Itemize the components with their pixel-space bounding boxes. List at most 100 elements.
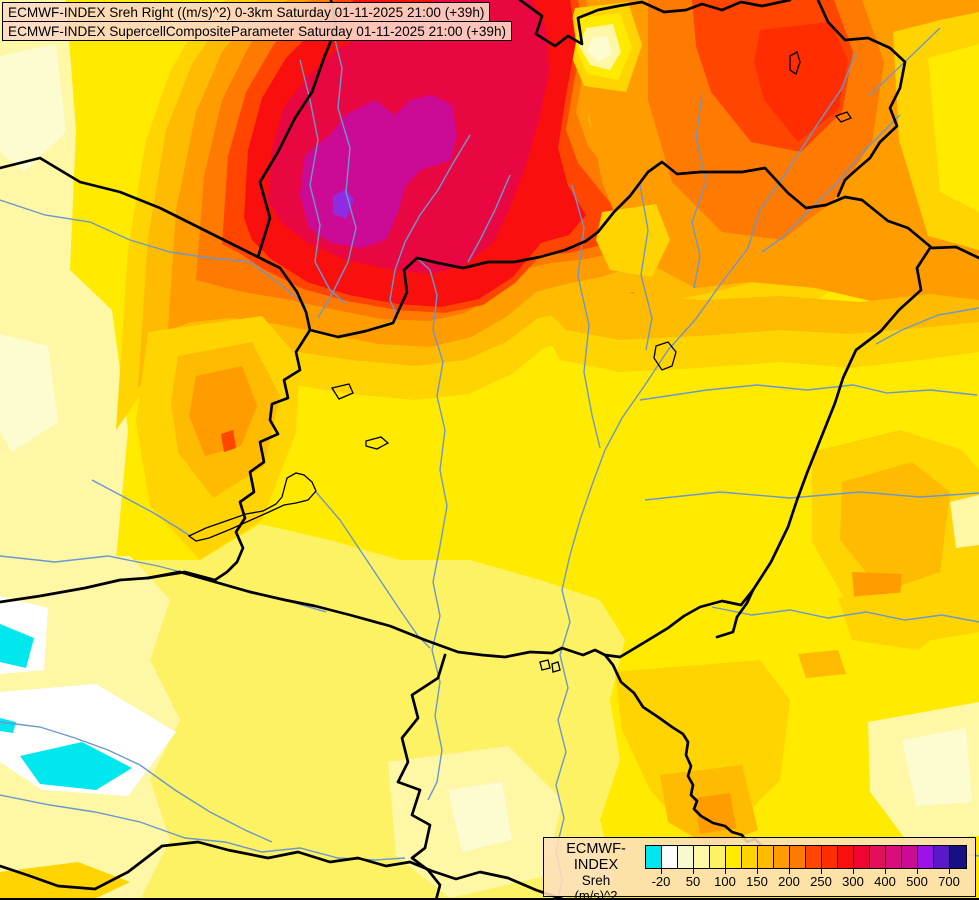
- legend-tick-label: 400: [874, 874, 896, 889]
- lakes: [187, 51, 852, 673]
- contour-band: [0, 862, 130, 900]
- lake-outline: [789, 51, 801, 76]
- legend-color-cell: [710, 846, 726, 868]
- country-border: [715, 246, 932, 639]
- contour-band: [448, 782, 512, 852]
- title-bar-primary: ECMWF-INDEX Sreh Right ((m/s)^2) 0-3km S…: [2, 2, 491, 22]
- contour-band: [0, 334, 58, 452]
- legend-color-cell: [934, 846, 950, 868]
- river: [299, 59, 347, 305]
- river: [691, 94, 707, 289]
- legend-color-cell: [918, 846, 934, 868]
- lake-outline: [330, 383, 354, 400]
- legend-box: ECMWF-INDEX Sreh (m/s)^2 -20 50 100 150 200 2…: [543, 837, 976, 900]
- legend-text-block: ECMWF-INDEX Sreh (m/s)^2: [546, 841, 646, 900]
- river: [389, 134, 471, 319]
- contour-band: [587, 36, 612, 62]
- legend-tick: [725, 869, 726, 874]
- country-border: [603, 653, 772, 857]
- legend-color-cell: [870, 846, 886, 868]
- legend-color-cell: [838, 846, 854, 868]
- legend-color-cell: [742, 846, 758, 868]
- lake-outline: [539, 659, 551, 671]
- river: [875, 307, 979, 345]
- legend-tick: [917, 869, 918, 874]
- legend-units-label: (m/s)^2: [574, 887, 618, 900]
- legend-parameter-label: Sreh: [581, 873, 611, 889]
- contour-band: [928, 44, 979, 212]
- contour-band: [20, 742, 132, 790]
- legend-tick-label: 500: [906, 874, 928, 889]
- lake-outline: [653, 341, 677, 371]
- contour-band: [840, 462, 950, 592]
- legend-color-cell: [790, 846, 806, 868]
- country-border: [146, 328, 312, 582]
- legend-color-cell: [854, 846, 870, 868]
- legend-model-label: ECMWF-INDEX: [566, 841, 626, 874]
- contour-band: [221, 430, 236, 452]
- country-border: [146, 570, 755, 659]
- river: [91, 479, 191, 537]
- legend-tick: [949, 869, 950, 874]
- contour-band: [0, 44, 66, 172]
- legend-color-cell: [886, 846, 902, 868]
- legend-color-cell: [678, 846, 694, 868]
- river: [869, 27, 941, 96]
- legend-tick: [789, 869, 790, 874]
- contour-band: [596, 204, 670, 277]
- river: [761, 114, 901, 253]
- legend-color-cell: [758, 846, 774, 868]
- legend-tick-label: 150: [746, 874, 768, 889]
- river: [467, 174, 511, 263]
- legend-tick-label: -20: [651, 874, 671, 889]
- legend-tick: [693, 869, 694, 874]
- legend-colorbar: [645, 845, 967, 869]
- legend-tick-label: 700: [938, 874, 960, 889]
- legend-color-cell: [822, 846, 838, 868]
- legend-tick-label: 250: [810, 874, 832, 889]
- contour-band: [838, 590, 950, 650]
- river: [0, 199, 311, 329]
- river: [571, 184, 601, 449]
- contour-band: [798, 650, 846, 678]
- contour-band: [333, 189, 354, 219]
- river: [416, 257, 448, 801]
- contour-band: [754, 22, 848, 142]
- legend-color-cell: [806, 846, 822, 868]
- legend-tick-label: 300: [842, 874, 864, 889]
- lake-outline: [834, 111, 852, 123]
- contour-band: [189, 366, 257, 456]
- country-border: [0, 576, 150, 604]
- river: [644, 491, 979, 501]
- country-border: [256, 255, 312, 332]
- legend-tick-label: 200: [778, 874, 800, 889]
- river: [639, 184, 653, 351]
- contour-band: [548, 292, 979, 340]
- legend-color-cell: [694, 846, 710, 868]
- river: [711, 606, 979, 623]
- legend-tick: [661, 869, 662, 874]
- legend-tick: [757, 869, 758, 874]
- lake-outline: [365, 436, 390, 450]
- legend-color-cell: [902, 846, 918, 868]
- legend-tick-label: 50: [685, 874, 701, 889]
- legend-color-cell: [950, 846, 966, 868]
- legend-tick: [821, 869, 822, 874]
- title-bar-secondary: ECMWF-INDEX SupercellCompositeParameter …: [2, 21, 513, 41]
- country-border: [0, 840, 568, 900]
- river: [555, 51, 857, 900]
- legend-color-cell: [662, 846, 678, 868]
- country-border: [0, 156, 260, 259]
- river: [317, 27, 357, 319]
- legend-color-cell: [726, 846, 742, 868]
- river: [639, 384, 978, 401]
- contour-band: [0, 718, 16, 733]
- country-border: [816, 0, 907, 198]
- lake-balaton-outline: [187, 472, 317, 542]
- country-border: [308, 160, 702, 339]
- legend-tick: [885, 869, 886, 874]
